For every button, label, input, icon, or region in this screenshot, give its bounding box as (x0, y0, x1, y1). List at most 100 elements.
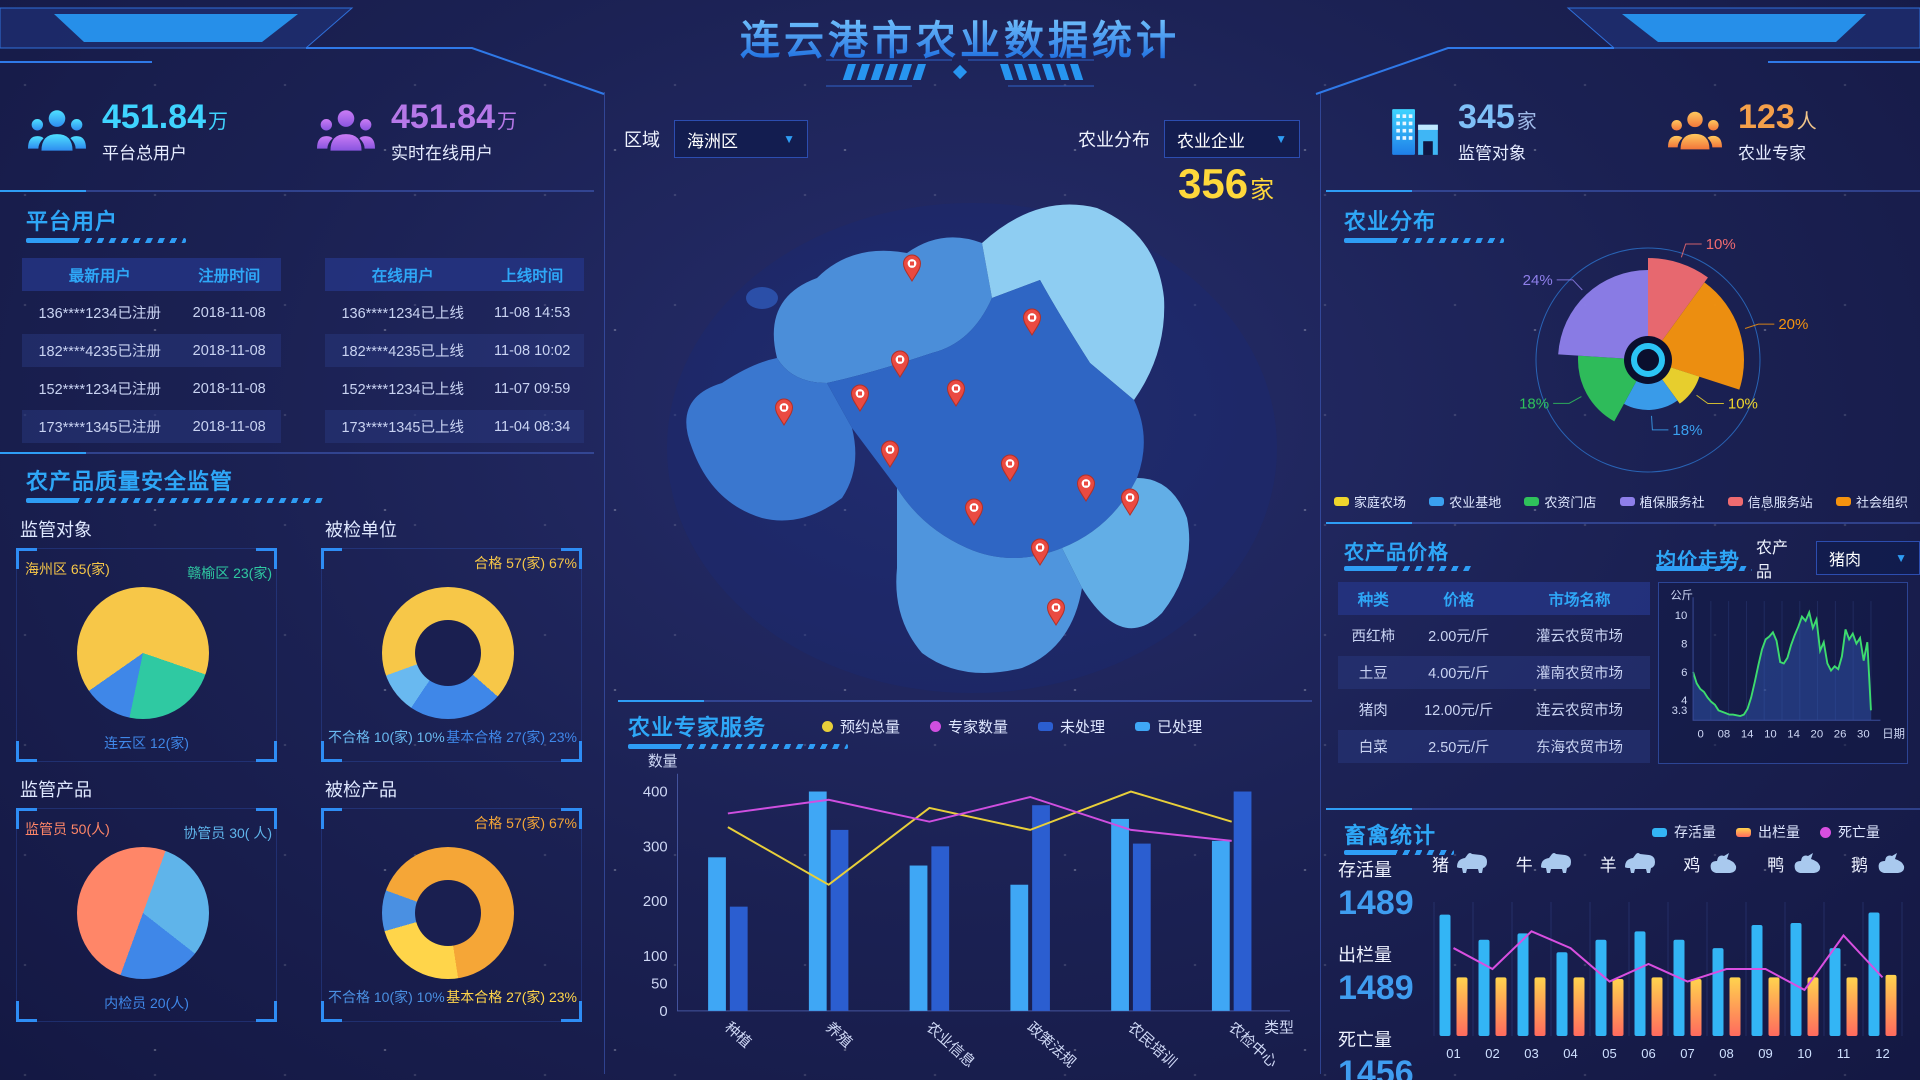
stat-agri-experts: 123 人 农业专家 (1628, 84, 1908, 180)
map-pin[interactable] (850, 384, 870, 412)
region-select[interactable]: 海洲区 ▼ (674, 120, 808, 158)
animal-item-goose[interactable]: 鹅 (1851, 850, 1908, 876)
legend-item[interactable]: 未处理 (1038, 716, 1105, 737)
svg-text:3.3: 3.3 (1672, 705, 1688, 717)
map-pin[interactable] (890, 350, 910, 378)
animal-item-duck[interactable]: 鸭 (1767, 850, 1824, 876)
svg-text:03: 03 (1524, 1046, 1538, 1061)
svg-text:11: 11 (1837, 1046, 1851, 1061)
price-trend-chart: 10 8 6 43.3 公斤 0 08 14 10 14 20 26 30 日期 (1670, 589, 1905, 740)
platform-user-tables: 最新用户 注册时间 136****1234已注册 2018-11-08 182****4… (22, 258, 584, 443)
legend-item[interactable]: 存活量 (1652, 822, 1716, 842)
legend-item[interactable]: 死亡量 (1820, 822, 1880, 842)
product-label: 农产品 (1756, 540, 1789, 581)
svg-text:农民培训: 农民培训 (1124, 1019, 1179, 1071)
column-divider-right (1320, 92, 1321, 1074)
table-row: 173****1345已注册 2018-11-08 (22, 410, 281, 443)
stat-label: 监管对象 (1458, 144, 1526, 164)
map-pin[interactable] (1120, 488, 1140, 516)
pie-callout: 连云区 12(家) (104, 735, 189, 751)
legend-item[interactable]: 信息服务站 (1727, 492, 1813, 511)
title-underline (26, 498, 326, 503)
section-title-platform-users: 平台用户 (26, 209, 119, 234)
map-pin[interactable] (1000, 454, 1020, 482)
svg-text:06: 06 (1641, 1046, 1655, 1061)
chart-title: 监管产品 (20, 780, 92, 800)
table-row: 173****1345已上线 11-04 08:34 (325, 410, 584, 443)
map-pin[interactable] (1076, 474, 1096, 502)
section-title-livestock: 畜禽统计 (1344, 823, 1437, 848)
map-pin[interactable] (902, 254, 922, 282)
region-control: 区域 海洲区 ▼ (624, 120, 808, 158)
expert-service-header: 农业专家服务 预约总量 专家数量 未处理 已处理 (628, 710, 1202, 742)
legend-item[interactable]: 社会组织 (1835, 492, 1908, 511)
donut-chart (382, 847, 514, 979)
chart-inspected-units: 被检单位 合格 57(家) 67% 基本合格 27(家) 23% 不合格 10(… (321, 516, 582, 762)
legend-item[interactable]: 农业基地 (1429, 492, 1501, 511)
svg-text:日期: 日期 (1882, 727, 1905, 740)
users-group-icon (28, 110, 86, 151)
legend-item[interactable]: 已处理 (1135, 716, 1202, 737)
svg-text:养殖: 养殖 (822, 1019, 856, 1052)
experts-group-icon (1668, 111, 1722, 150)
svg-text:20: 20 (1811, 728, 1824, 740)
map-pin[interactable] (946, 379, 966, 407)
district-map (667, 203, 1277, 693)
legend-item[interactable]: 植保服务社 (1619, 492, 1705, 511)
product-select[interactable]: 猪肉 ▼ (1816, 541, 1920, 575)
legend-item[interactable]: 农资门店 (1524, 492, 1596, 511)
pie-callout: 内检员 20(人) (104, 995, 189, 1011)
distribution-select[interactable]: 农业企业 ▼ (1164, 120, 1300, 158)
svg-text:种植: 种植 (721, 1019, 755, 1052)
right-stats-row: 345 家 监管对象 123 人 农业专家 (1332, 84, 1908, 180)
table-header-row: 种类 价格 市场名称 (1338, 582, 1650, 615)
map-pin[interactable] (964, 498, 984, 526)
animal-item-sheep[interactable]: 羊 (1600, 850, 1657, 876)
table-row: 182****4235已注册 2018-11-08 (22, 334, 281, 367)
goose-icon (1878, 853, 1905, 873)
pie-chart (77, 587, 209, 719)
agri-distribution-legend: 家庭农场 农业基地 农资门店 植保服务社 信息服务站 社会组织 (1334, 492, 1908, 511)
table-row: 白菜 2.50元/斤 东海农贸市场 (1338, 730, 1650, 763)
svg-text:04: 04 (1563, 1046, 1577, 1061)
map-pin[interactable] (1030, 538, 1050, 566)
svg-text:10%: 10% (1706, 236, 1736, 253)
svg-text:50: 50 (651, 976, 667, 992)
map-pin[interactable] (774, 398, 794, 426)
livestock-stat: 出栏量 1489 (1338, 945, 1414, 1007)
animal-item-pig[interactable]: 猪 (1432, 850, 1489, 876)
stat-value: 451.84 (102, 97, 206, 136)
section-divider (618, 700, 1312, 702)
svg-text:4: 4 (1681, 695, 1687, 707)
livestock-chart: 01 02 03 04 05 06 07 08 09 10 11 12 (1433, 902, 1903, 1061)
legend-item[interactable]: 预约总量 (822, 716, 900, 737)
table-row: 土豆 4.00元/斤 灌南农贸市场 (1338, 656, 1650, 689)
svg-text:09: 09 (1758, 1046, 1772, 1061)
stat-label: 平台总用户 (102, 144, 187, 164)
map-pin[interactable] (1022, 308, 1042, 336)
title-underline (1344, 566, 1474, 571)
map-pin[interactable] (880, 440, 900, 468)
svg-text:14: 14 (1741, 728, 1754, 740)
building-icon (1392, 109, 1438, 155)
legend-item[interactable]: 专家数量 (930, 716, 1008, 737)
svg-text:400: 400 (643, 784, 668, 800)
map-pin[interactable] (1046, 598, 1066, 626)
animal-item-chicken[interactable]: 鸡 (1683, 850, 1740, 876)
chart-title: 监管对象 (20, 520, 92, 540)
svg-text:01: 01 (1446, 1046, 1460, 1061)
animal-item-cow[interactable]: 牛 (1516, 850, 1573, 876)
livestock-stat: 存活量 1489 (1338, 860, 1414, 922)
pie-callout: 赣榆区 23(家) (187, 565, 272, 581)
pie-callout: 不合格 10(家) 10% (328, 989, 445, 1005)
pie-callout: 协管员 30( 人) (183, 825, 272, 841)
chart-supervision-targets: 监管对象 海州区 65(家) 赣榆区 23(家) 连云区 12(家) (16, 516, 277, 762)
legend-item[interactable]: 家庭农场 (1334, 492, 1406, 511)
svg-text:类型: 类型 (1264, 1020, 1294, 1037)
chart-title: 被检单位 (325, 520, 397, 540)
svg-text:农业信息: 农业信息 (923, 1019, 978, 1071)
region-label: 区域 (624, 130, 660, 150)
online-users-table: 在线用户 上线时间 136****1234已上线 11-08 14:53 182****… (325, 258, 584, 443)
legend-item[interactable]: 出栏量 (1736, 822, 1800, 842)
